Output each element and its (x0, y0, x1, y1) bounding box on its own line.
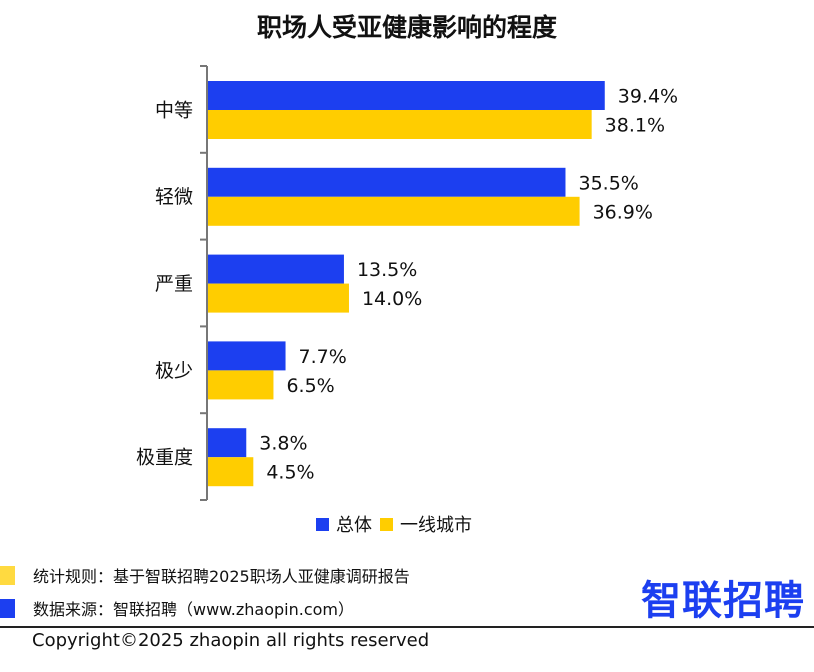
category-label: 严重 (155, 273, 193, 295)
footnote-source: 数据来源：智联招聘（www.zhaopin.com） (0, 596, 354, 620)
footnote-marker-blue (0, 598, 15, 618)
data-label-tier1: 6.5% (286, 375, 334, 397)
category-label: 极少 (155, 360, 193, 382)
category-label: 极重度 (136, 447, 193, 469)
bar-tier1 (208, 457, 254, 487)
bar-total (208, 167, 566, 197)
zhaopin-logo: 智联招聘 (641, 578, 805, 624)
bar-total (208, 341, 286, 371)
legend-label-tier1: 一线城市 (400, 515, 472, 536)
data-label-total: 35.5% (578, 172, 638, 194)
footnote-source-text: 数据来源：智联招聘（www.zhaopin.com） (33, 600, 355, 619)
data-label-tier1: 38.1% (605, 115, 665, 137)
bar-tier1 (208, 196, 580, 226)
bar-tier1 (208, 110, 592, 139)
chart-title: 职场人受亚健康影响的程度 (256, 13, 557, 42)
bar-total (208, 254, 344, 284)
footnote-rule: 统计规则：基于智联招聘2025职场人亚健康调研报告 (0, 563, 410, 587)
copyright-text: Copyright©2025 zhaopin all rights reserv… (32, 630, 430, 651)
bar-total (208, 81, 605, 110)
footer-divider (0, 626, 814, 628)
data-label-tier1: 14.0% (362, 288, 422, 310)
category-label: 中等 (155, 99, 193, 121)
legend-swatch-total (316, 517, 329, 531)
chart-legend: 总体 一线城市 (316, 511, 480, 537)
bar-tier1 (208, 283, 349, 313)
bar-tier1 (208, 370, 274, 400)
legend-item-tier1: 一线城市 (380, 511, 472, 537)
legend-swatch-tier1 (380, 517, 393, 531)
data-label-tier1: 4.5% (266, 462, 314, 484)
legend-item-total: 总体 (316, 511, 372, 537)
legend-label-total: 总体 (336, 515, 372, 536)
data-label-total: 13.5% (357, 259, 417, 281)
data-label-total: 3.8% (259, 433, 307, 455)
data-label-total: 39.4% (618, 86, 678, 108)
data-label-tier1: 36.9% (593, 201, 653, 223)
bar-total (208, 428, 247, 458)
footnote-rule-text: 统计规则：基于智联招聘2025职场人亚健康调研报告 (33, 567, 410, 586)
data-label-total: 7.7% (299, 346, 347, 368)
footnote-marker-yellow (0, 565, 15, 585)
category-label: 轻微 (155, 186, 193, 208)
